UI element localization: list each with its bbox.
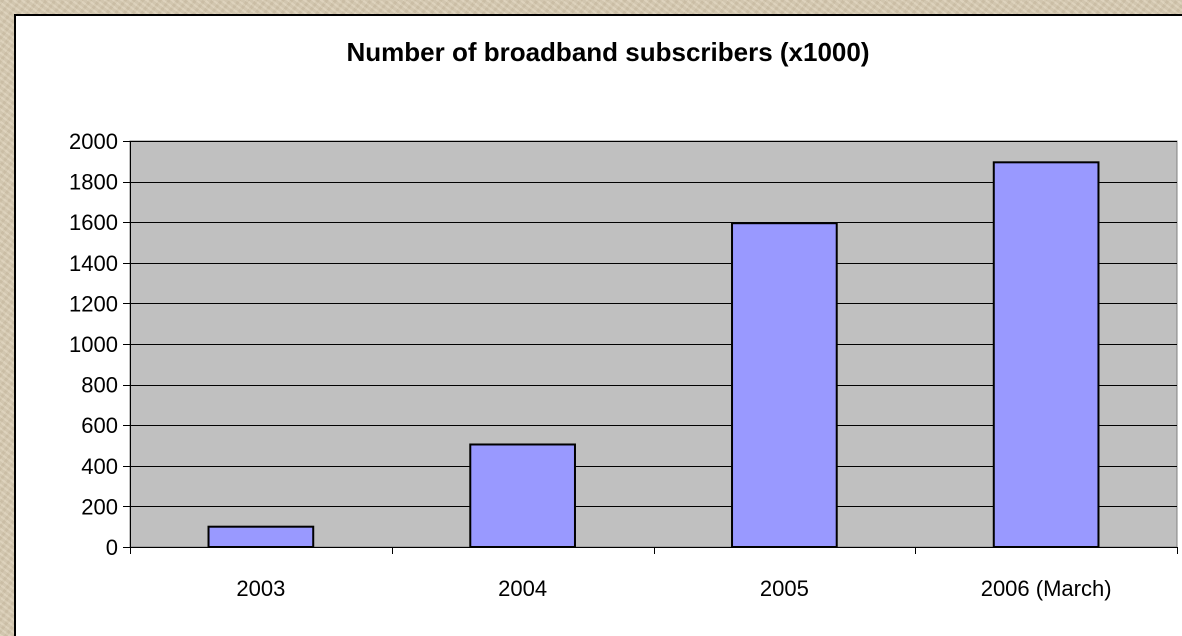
- bar: [469, 443, 576, 548]
- y-tick-label: 1200: [69, 291, 118, 316]
- x-tick-label: 2006 (March): [981, 576, 1112, 601]
- chart-title: Number of broadband subscribers (x1000): [346, 37, 869, 67]
- x-tick-label: 2004: [498, 576, 547, 601]
- x-tick-label: 2005: [760, 576, 809, 601]
- y-tick-label: 800: [81, 373, 118, 398]
- y-tick-label: 400: [81, 454, 118, 479]
- y-tick-label: 0: [106, 535, 118, 560]
- bar: [731, 222, 838, 548]
- y-tick-label: 1400: [69, 251, 118, 276]
- y-tick-label: 600: [81, 413, 118, 438]
- x-axis-tick-labels: 2003 2004 2005 2006 (March): [236, 576, 1111, 601]
- bar: [992, 161, 1100, 548]
- y-tick-label: 200: [81, 494, 118, 519]
- y-tick-label: 1600: [69, 210, 118, 235]
- y-tick-label: 1000: [69, 332, 118, 357]
- y-tick-label: 2000: [69, 129, 118, 154]
- axes: [130, 141, 1178, 554]
- bars: [207, 161, 1100, 549]
- bar: [207, 525, 315, 549]
- x-tick-label: 2003: [236, 576, 285, 601]
- y-axis-tick-labels: 0 200 400 600 800 1000 1200 1400 1600 1800 2000: [69, 129, 118, 560]
- y-tick-label: 1800: [69, 170, 118, 195]
